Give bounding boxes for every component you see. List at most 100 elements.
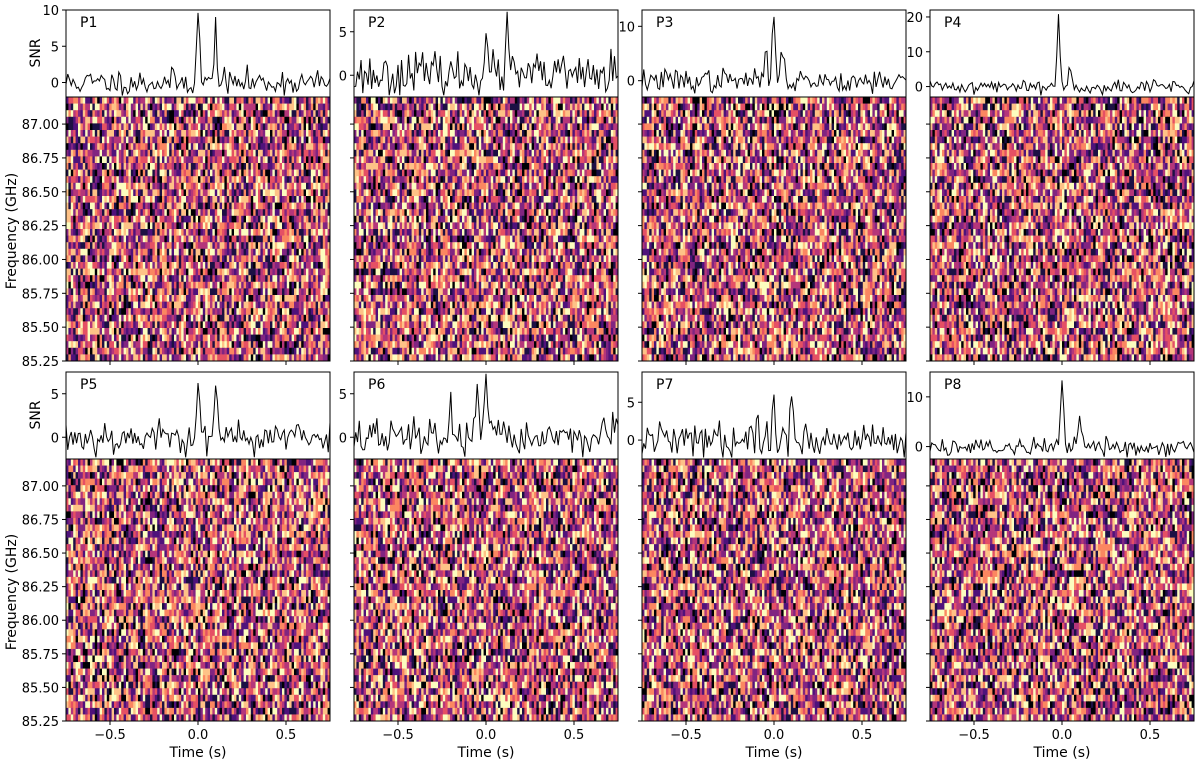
heatmap-cell: [78, 255, 81, 263]
heatmap-cell: [250, 328, 254, 335]
heatmap-cell: [159, 288, 163, 296]
heatmap-cell: [248, 189, 252, 197]
heatmap-cell: [231, 301, 235, 309]
heatmap-cell: [454, 97, 458, 104]
heatmap-cell: [123, 248, 127, 256]
heatmap-cell: [193, 156, 196, 164]
heatmap-cell: [246, 215, 249, 223]
heatmap-cell: [457, 116, 460, 124]
heatmap-cell: [85, 242, 88, 250]
heatmap-cell: [224, 123, 228, 131]
heatmap-cell: [188, 156, 192, 164]
heatmap-cell: [310, 288, 314, 296]
heatmap-cell: [301, 281, 304, 289]
heatmap-cell: [126, 341, 129, 349]
heatmap-cell: [267, 308, 271, 316]
heatmap-cell: [306, 321, 309, 329]
heatmap-cell: [265, 136, 268, 144]
heatmap-cell: [200, 97, 204, 104]
heatmap-cell: [126, 275, 129, 283]
heatmap-cell: [306, 110, 309, 118]
heatmap-cell: [202, 301, 206, 309]
heatmap-cell: [70, 182, 74, 190]
heatmap-cell: [370, 97, 374, 104]
heatmap-cell: [418, 103, 422, 111]
heatmap-cell: [272, 169, 276, 177]
heatmap-cell: [296, 143, 300, 151]
heatmap-cell: [306, 176, 309, 184]
heatmap-cell: [325, 248, 328, 256]
heatmap-cell: [210, 136, 213, 144]
heatmap-cell: [270, 136, 273, 144]
heatmap-cell: [78, 281, 81, 289]
heatmap-cell: [130, 169, 134, 177]
heatmap-cell: [286, 281, 290, 289]
heatmap-cell: [73, 354, 76, 362]
heatmap-cell: [277, 163, 280, 170]
heatmap-cell: [270, 169, 273, 177]
heatmap-cell: [198, 169, 201, 177]
heatmap-cell: [166, 248, 170, 256]
heatmap-cell: [118, 354, 122, 362]
heatmap-cell: [450, 103, 453, 111]
heatmap-cell: [92, 149, 96, 157]
heatmap-cell: [433, 97, 436, 104]
heatmap-cell: [97, 196, 100, 203]
heatmap-cell: [128, 308, 132, 316]
heatmap-cell: [226, 123, 230, 131]
heatmap-cell: [97, 288, 100, 296]
heatmap-cell: [82, 163, 86, 170]
heatmap-cell: [277, 182, 280, 190]
heatmap-cell: [121, 341, 124, 349]
heatmap-cell: [157, 308, 160, 316]
heatmap-cell: [404, 103, 408, 111]
heatmap-cell: [85, 268, 88, 276]
heatmap-cell: [190, 110, 194, 118]
heatmap-cell: [87, 163, 91, 170]
heatmap-cell: [123, 301, 127, 309]
heatmap-cell: [243, 314, 247, 322]
heatmap-cell: [128, 209, 132, 217]
heatmap-cell: [183, 334, 187, 342]
heatmap-cell: [68, 169, 72, 177]
heatmap-cell: [70, 110, 74, 118]
heatmap-cell: [92, 347, 96, 355]
heatmap-cell: [178, 268, 182, 276]
heatmap-cell: [75, 209, 79, 217]
heatmap-cell: [291, 301, 295, 309]
heatmap-cell: [85, 189, 88, 197]
heatmap-cell: [87, 136, 91, 144]
heatmap-cell: [109, 275, 112, 283]
heatmap-cell: [178, 176, 182, 184]
heatmap-cell: [234, 163, 237, 170]
heatmap-cell: [246, 328, 249, 335]
heatmap-cell: [318, 196, 321, 203]
heatmap-cell: [224, 149, 228, 157]
heatmap-cell: [231, 268, 235, 276]
heatmap-cell: [80, 97, 84, 104]
heatmap-cell: [265, 169, 268, 177]
heatmap-cell: [373, 110, 376, 118]
heatmap-cell: [370, 123, 374, 131]
heatmap-cell: [200, 130, 204, 137]
heatmap-cell: [308, 334, 312, 342]
heatmap-cell: [99, 202, 103, 210]
heatmap-cell: [229, 97, 232, 104]
heatmap-cell: [457, 97, 460, 104]
heatmap-cell: [190, 314, 194, 322]
heatmap-cell: [538, 110, 542, 118]
heatmap-cell: [272, 163, 276, 170]
heatmap-cell: [255, 123, 259, 131]
heatmap-cell: [241, 295, 244, 302]
heatmap-cell: [310, 275, 314, 283]
heatmap-cell: [190, 182, 194, 190]
heatmap-cell: [289, 163, 292, 170]
heatmap-cell: [111, 255, 115, 263]
heatmap-cell: [567, 123, 571, 131]
heatmap-cell: [507, 116, 511, 124]
heatmap-cell: [222, 103, 225, 111]
heatmap-cell: [270, 235, 273, 243]
heatmap-cell: [210, 143, 213, 151]
heatmap-cell: [229, 334, 232, 342]
heatmap-cell: [270, 242, 273, 250]
